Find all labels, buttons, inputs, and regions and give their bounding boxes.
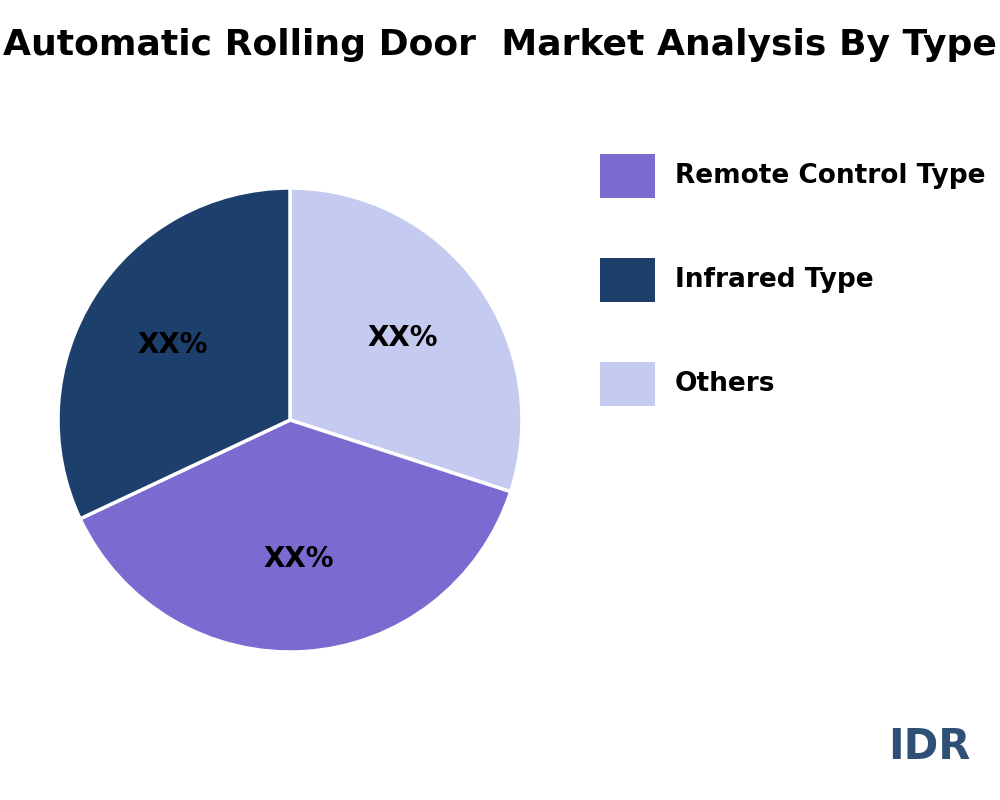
Text: XX%: XX% <box>263 545 334 573</box>
Text: XX%: XX% <box>137 331 208 359</box>
Wedge shape <box>80 420 511 652</box>
Text: Automatic Rolling Door  Market Analysis By Type: Automatic Rolling Door Market Analysis B… <box>3 28 997 62</box>
Text: XX%: XX% <box>367 324 438 352</box>
Text: Others: Others <box>675 371 776 397</box>
Text: Infrared Type: Infrared Type <box>675 267 874 293</box>
Wedge shape <box>290 188 522 492</box>
Text: IDR: IDR <box>888 726 970 768</box>
Wedge shape <box>58 188 290 518</box>
Text: Remote Control Type: Remote Control Type <box>675 163 986 189</box>
